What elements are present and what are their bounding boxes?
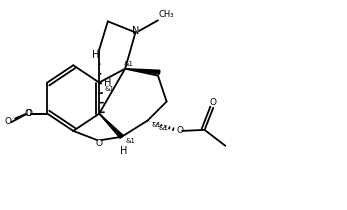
Text: N: N bbox=[132, 26, 139, 36]
Text: O: O bbox=[4, 117, 11, 126]
Text: H: H bbox=[92, 50, 100, 60]
Text: O: O bbox=[26, 109, 33, 118]
Text: &1: &1 bbox=[151, 122, 161, 128]
Text: &1: &1 bbox=[104, 86, 114, 92]
Text: &1: &1 bbox=[126, 138, 136, 144]
Text: O: O bbox=[96, 139, 103, 148]
Text: &1: &1 bbox=[124, 60, 133, 67]
Text: H: H bbox=[120, 146, 127, 156]
Text: O: O bbox=[176, 126, 183, 135]
Polygon shape bbox=[125, 69, 160, 74]
Polygon shape bbox=[99, 114, 123, 138]
Text: H: H bbox=[104, 77, 111, 88]
Text: O: O bbox=[25, 109, 32, 118]
Text: O: O bbox=[210, 98, 217, 108]
Text: &1: &1 bbox=[159, 125, 169, 131]
Text: CH₃: CH₃ bbox=[159, 10, 174, 19]
